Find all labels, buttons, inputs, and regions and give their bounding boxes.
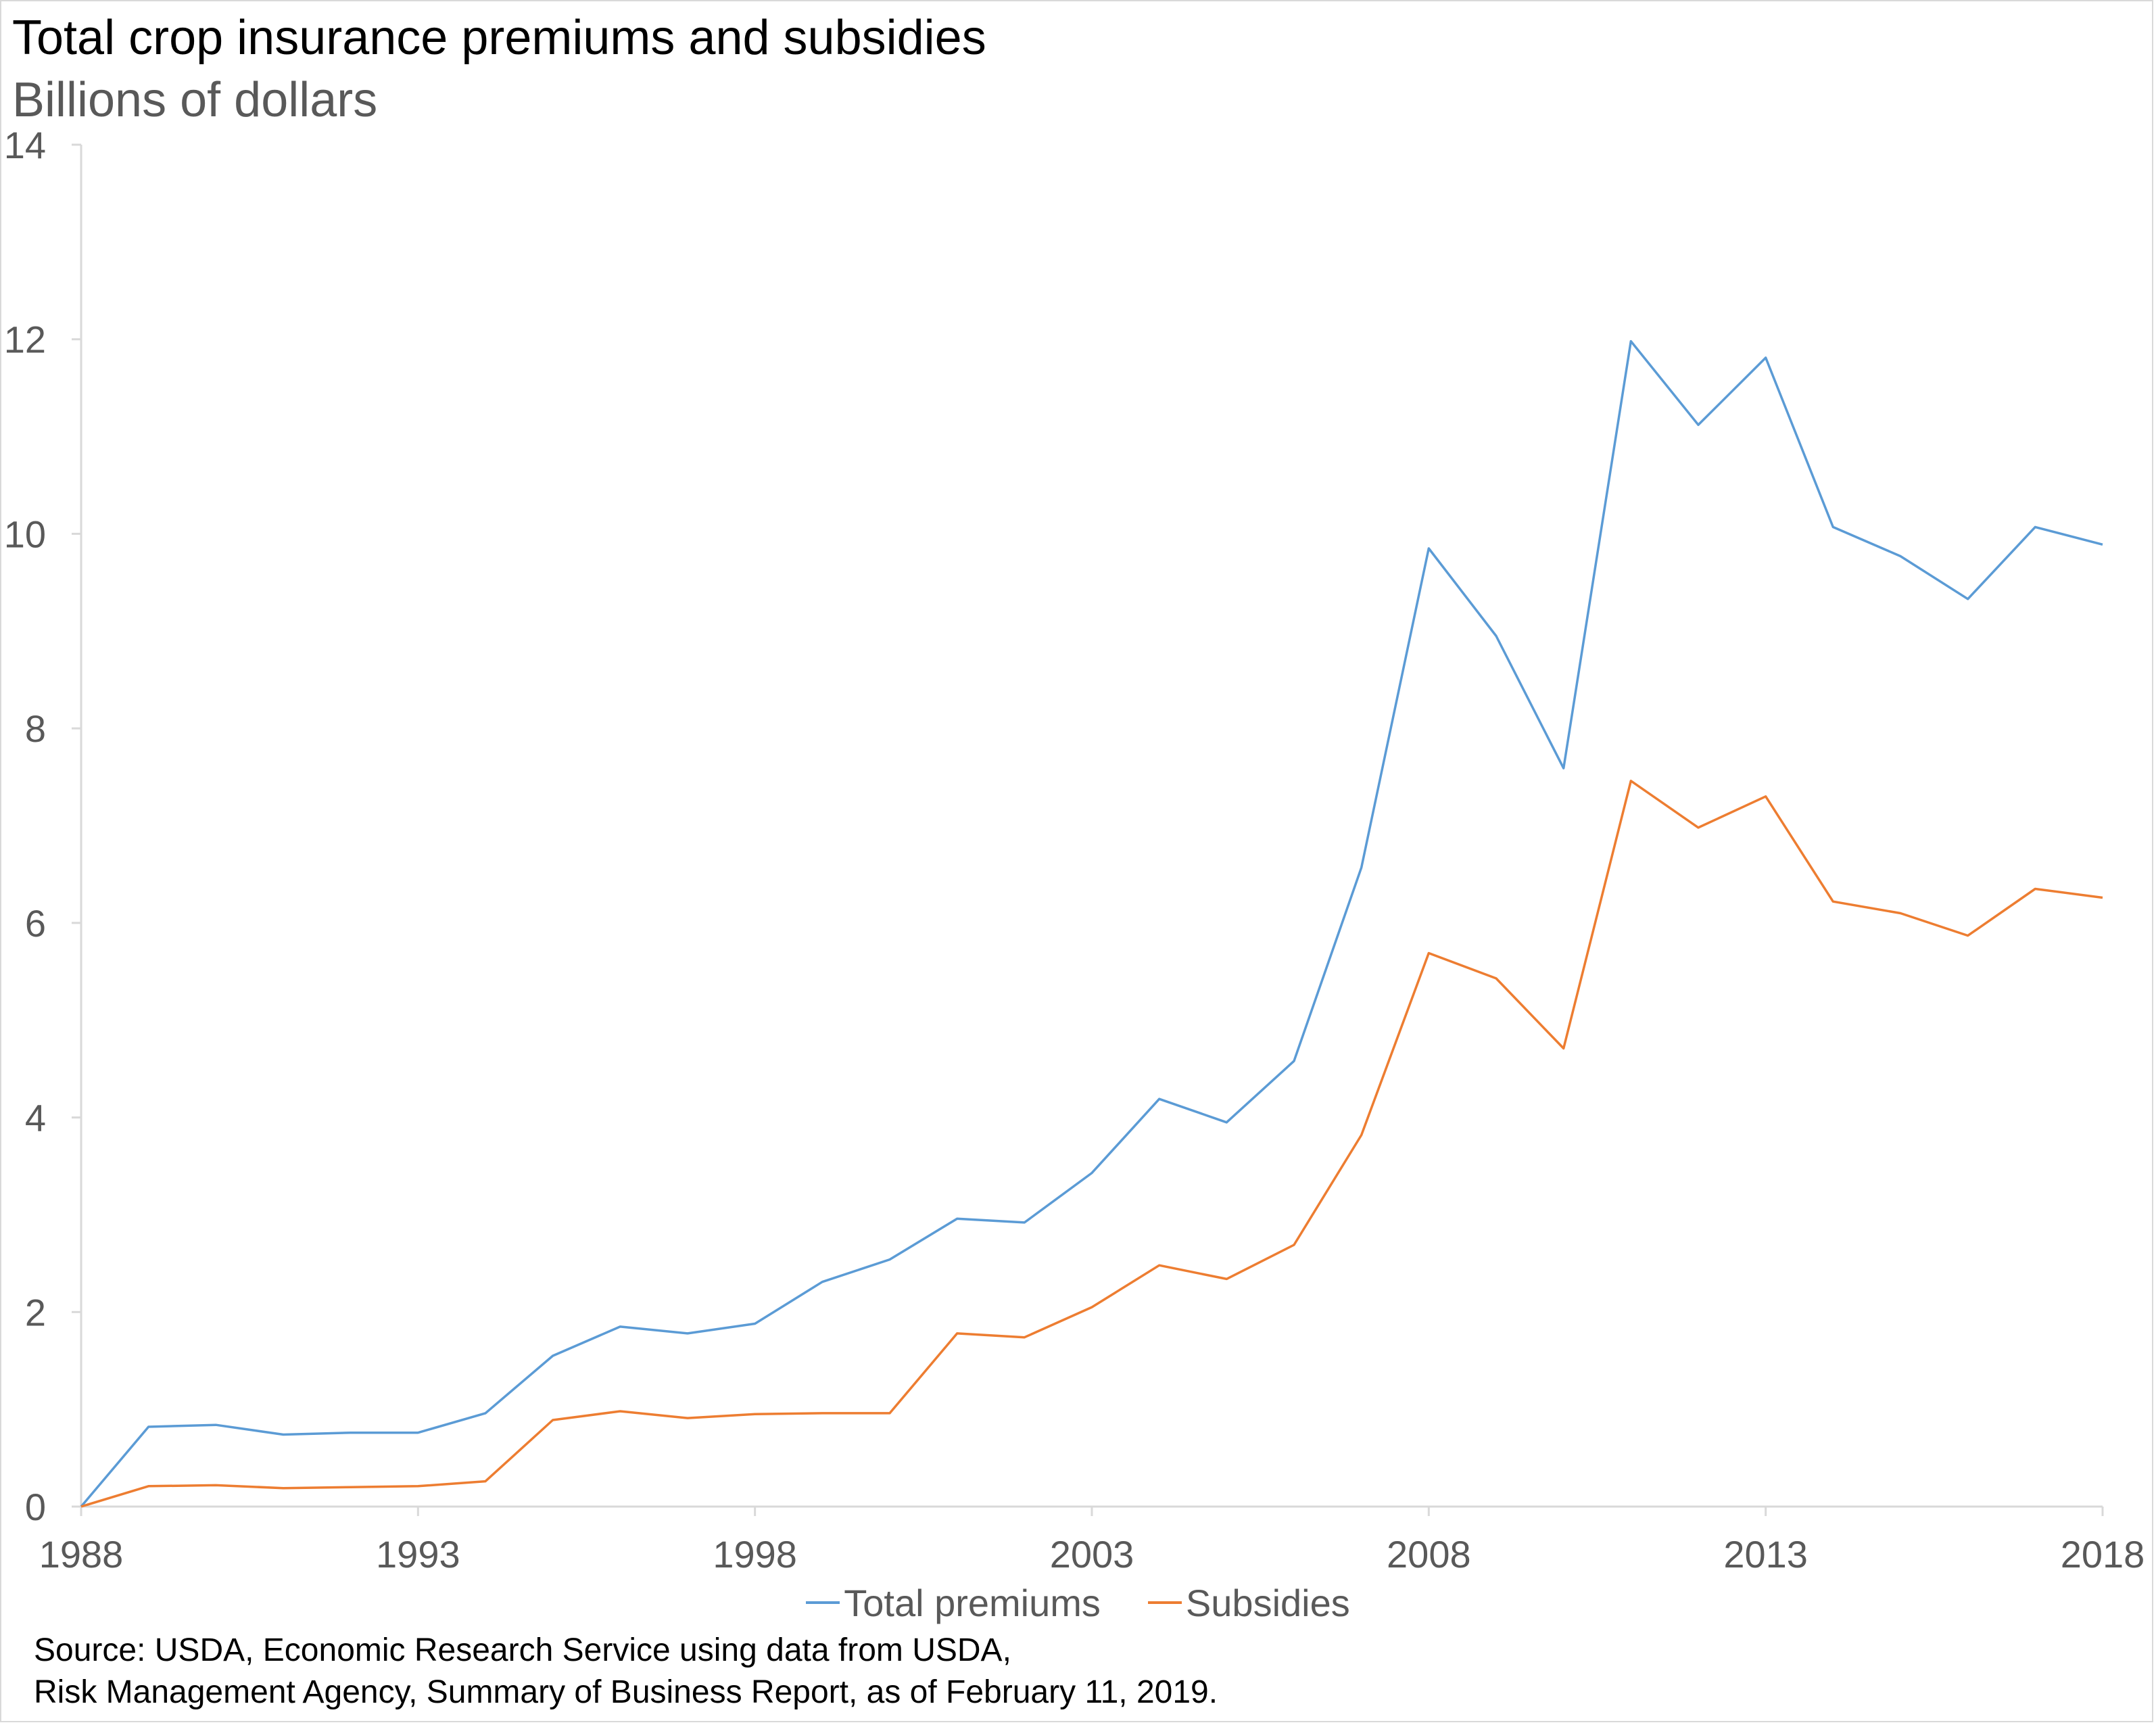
legend-swatch-total-premiums [806,1601,840,1604]
chart-subtitle: Billions of dollars [12,73,378,127]
y-tick-label: 4 [25,1097,46,1139]
x-tick-label: 1988 [39,1533,124,1576]
legend-item-total-premiums: Total premiums [806,1581,1101,1625]
y-tick-label: 14 [4,124,46,166]
chart-series [80,339,2103,1508]
x-tick-label: 2018 [2061,1533,2145,1576]
y-tick-label: 10 [4,513,46,555]
legend-label-total-premiums: Total premiums [844,1581,1101,1624]
series-line-subsidies [80,780,2103,1508]
x-tick-label: 1998 [713,1533,797,1576]
y-axis-ticks: 0 2 4 6 8 10 12 14 [4,124,81,1528]
legend-item-subsidies: Subsidies [1147,1581,1350,1625]
x-tick-label: 2013 [1723,1533,1808,1576]
x-tick-label: 2008 [1387,1533,1471,1576]
x-tick-label: 2003 [1050,1533,1134,1576]
y-tick-label: 6 [25,902,46,945]
series-line-total-premiums [80,339,2103,1508]
source-note: Source: USDA, Economic Research Service … [34,1630,1218,1714]
x-axis-ticks: 1988 1993 1998 2003 2008 2013 2018 [39,1507,2145,1576]
line-chart: 0 2 4 6 8 10 12 14 1988 1993 1998 2003 2008 2013 2018 [4,124,2145,1576]
source-line-2: Risk Management Agency, Summary of Busin… [34,1674,1218,1710]
source-line-1: Source: USDA, Economic Research Service … [34,1632,1011,1668]
y-tick-label: 2 [25,1291,46,1333]
chart-title: Total crop insurance premiums and subsid… [12,11,986,65]
y-tick-label: 8 [25,707,46,750]
y-tick-label: 12 [4,318,46,361]
y-tick-label: 0 [25,1486,46,1528]
legend-label-subsidies: Subsidies [1185,1581,1350,1624]
legend: Total premiums Subsidies [0,1579,2156,1626]
chart-axes [80,145,2103,1508]
x-tick-label: 1993 [376,1533,460,1576]
legend-swatch-subsidies [1147,1601,1182,1604]
